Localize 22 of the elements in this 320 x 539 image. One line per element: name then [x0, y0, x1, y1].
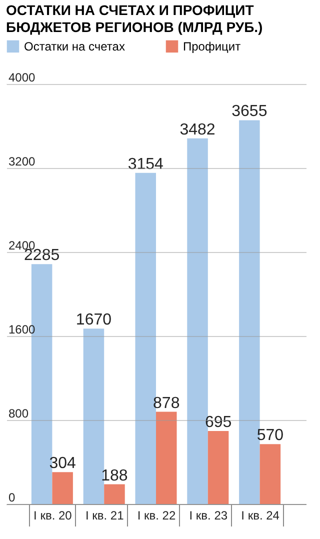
data-label: 304: [49, 455, 76, 472]
data-label: 878: [153, 394, 180, 412]
y-tick-label: 3200: [8, 154, 36, 168]
legend-label: Профицит: [183, 39, 242, 54]
data-label: 695: [204, 414, 232, 432]
data-label: 3154: [128, 156, 164, 173]
y-tick-label: 4000: [8, 70, 36, 84]
x-tick-label: I кв. 24: [241, 508, 280, 522]
x-tick-label: I кв. 20: [34, 508, 72, 522]
data-label: 188: [101, 467, 128, 484]
data-label: 3482: [180, 121, 216, 138]
y-tick-label: 1600: [8, 322, 36, 336]
x-tick-label: I кв. 22: [137, 508, 176, 522]
x-tick-label: I кв. 21: [85, 508, 124, 522]
x-tick-label: I кв. 23: [189, 508, 228, 522]
chart-title: ОСТАТКИ НА СЧЕТАХ И ПРОФИЦИТ БЮДЖЕТОВ РЕГИОНОВ (МЛРД РУБ.): [6, 2, 263, 35]
data-label: 1670: [76, 312, 112, 329]
data-label: 570: [256, 427, 284, 444]
legend-label: Остатки на счетах: [24, 39, 125, 54]
y-tick-label: 0: [8, 490, 16, 504]
y-tick-label: 800: [8, 406, 29, 420]
data-label: 3655: [232, 103, 268, 120]
